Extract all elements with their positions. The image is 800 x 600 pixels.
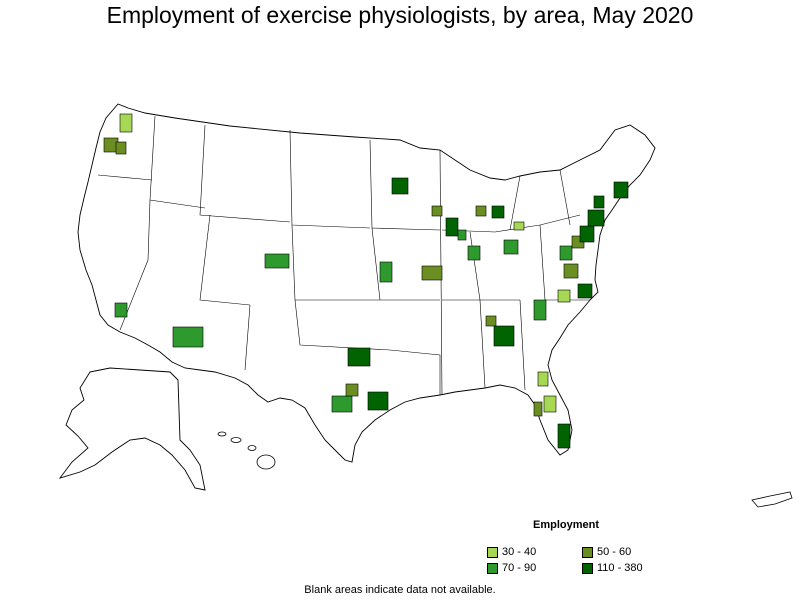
legend-item: 30 - 40: [487, 545, 536, 559]
legend-swatch: [582, 562, 593, 574]
alaska-outline: [58, 367, 206, 491]
legend-title: Employment: [533, 519, 600, 531]
legend-swatch: [487, 562, 498, 574]
footnote: Blank areas indicate data not available.: [304, 584, 496, 596]
legend-label: 70 - 90: [502, 562, 537, 574]
legend-label: 50 - 60: [597, 546, 632, 558]
legend-swatch: [582, 546, 593, 558]
puerto-rico-outline: [751, 491, 793, 508]
legend-item: 70 - 90: [487, 561, 536, 575]
map-title: Employment of exercise physiologists, by…: [106, 2, 694, 28]
legend-label: 30 - 40: [502, 546, 537, 558]
shaded-areas: [103, 113, 629, 449]
hawaii-islands: [217, 431, 276, 470]
legend-label: 110 - 380: [597, 562, 643, 574]
legend-item: 110 - 380: [582, 561, 643, 575]
legend-item: 50 - 60: [582, 545, 631, 559]
legend-swatch: [487, 546, 498, 558]
